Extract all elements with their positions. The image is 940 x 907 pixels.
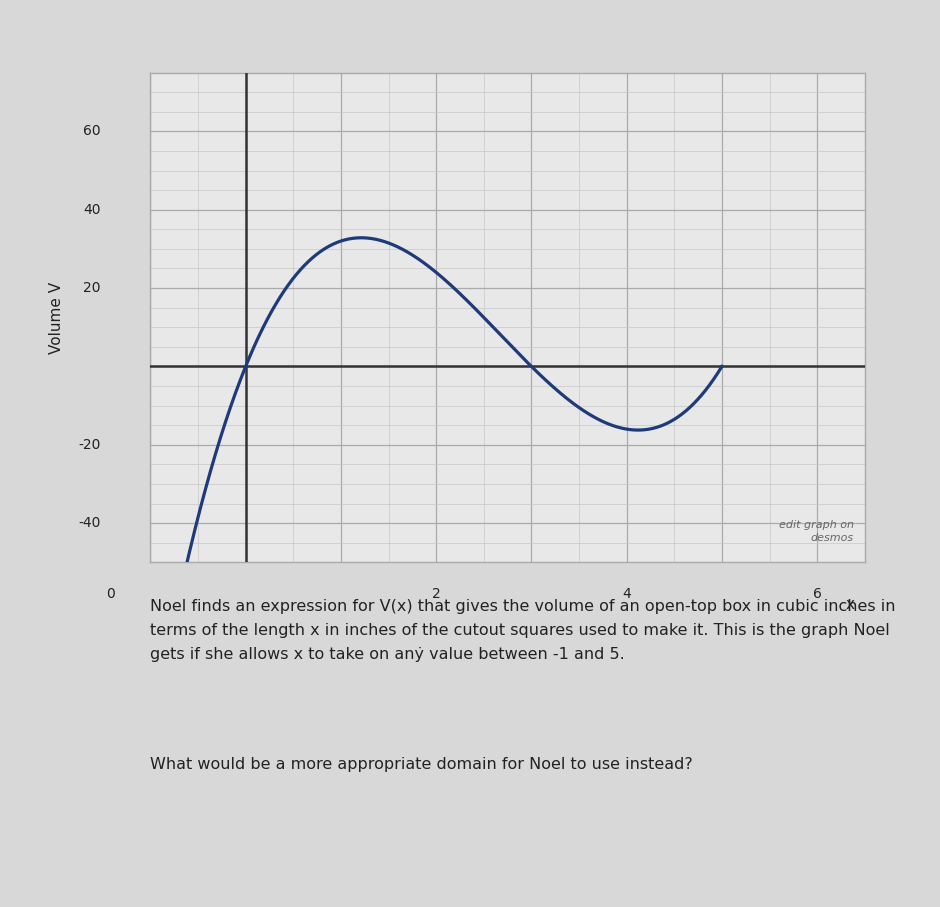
Text: 60: 60 [83,124,101,139]
Text: Volume V: Volume V [49,281,64,354]
Text: 20: 20 [83,281,101,295]
Text: x: x [846,597,855,611]
Text: 0: 0 [106,587,115,600]
Text: edit graph on
desmos: edit graph on desmos [779,521,854,542]
Text: 40: 40 [83,202,101,217]
Text: 2: 2 [431,587,441,600]
Text: Noel finds an expression for V(x) that gives the volume of an open-top box in cu: Noel finds an expression for V(x) that g… [150,599,896,661]
Text: -40: -40 [78,516,101,531]
Text: What would be a more appropriate domain for Noel to use instead?: What would be a more appropriate domain … [150,757,693,773]
Text: 4: 4 [622,587,631,600]
Text: 6: 6 [813,587,822,600]
Text: -20: -20 [78,438,101,452]
